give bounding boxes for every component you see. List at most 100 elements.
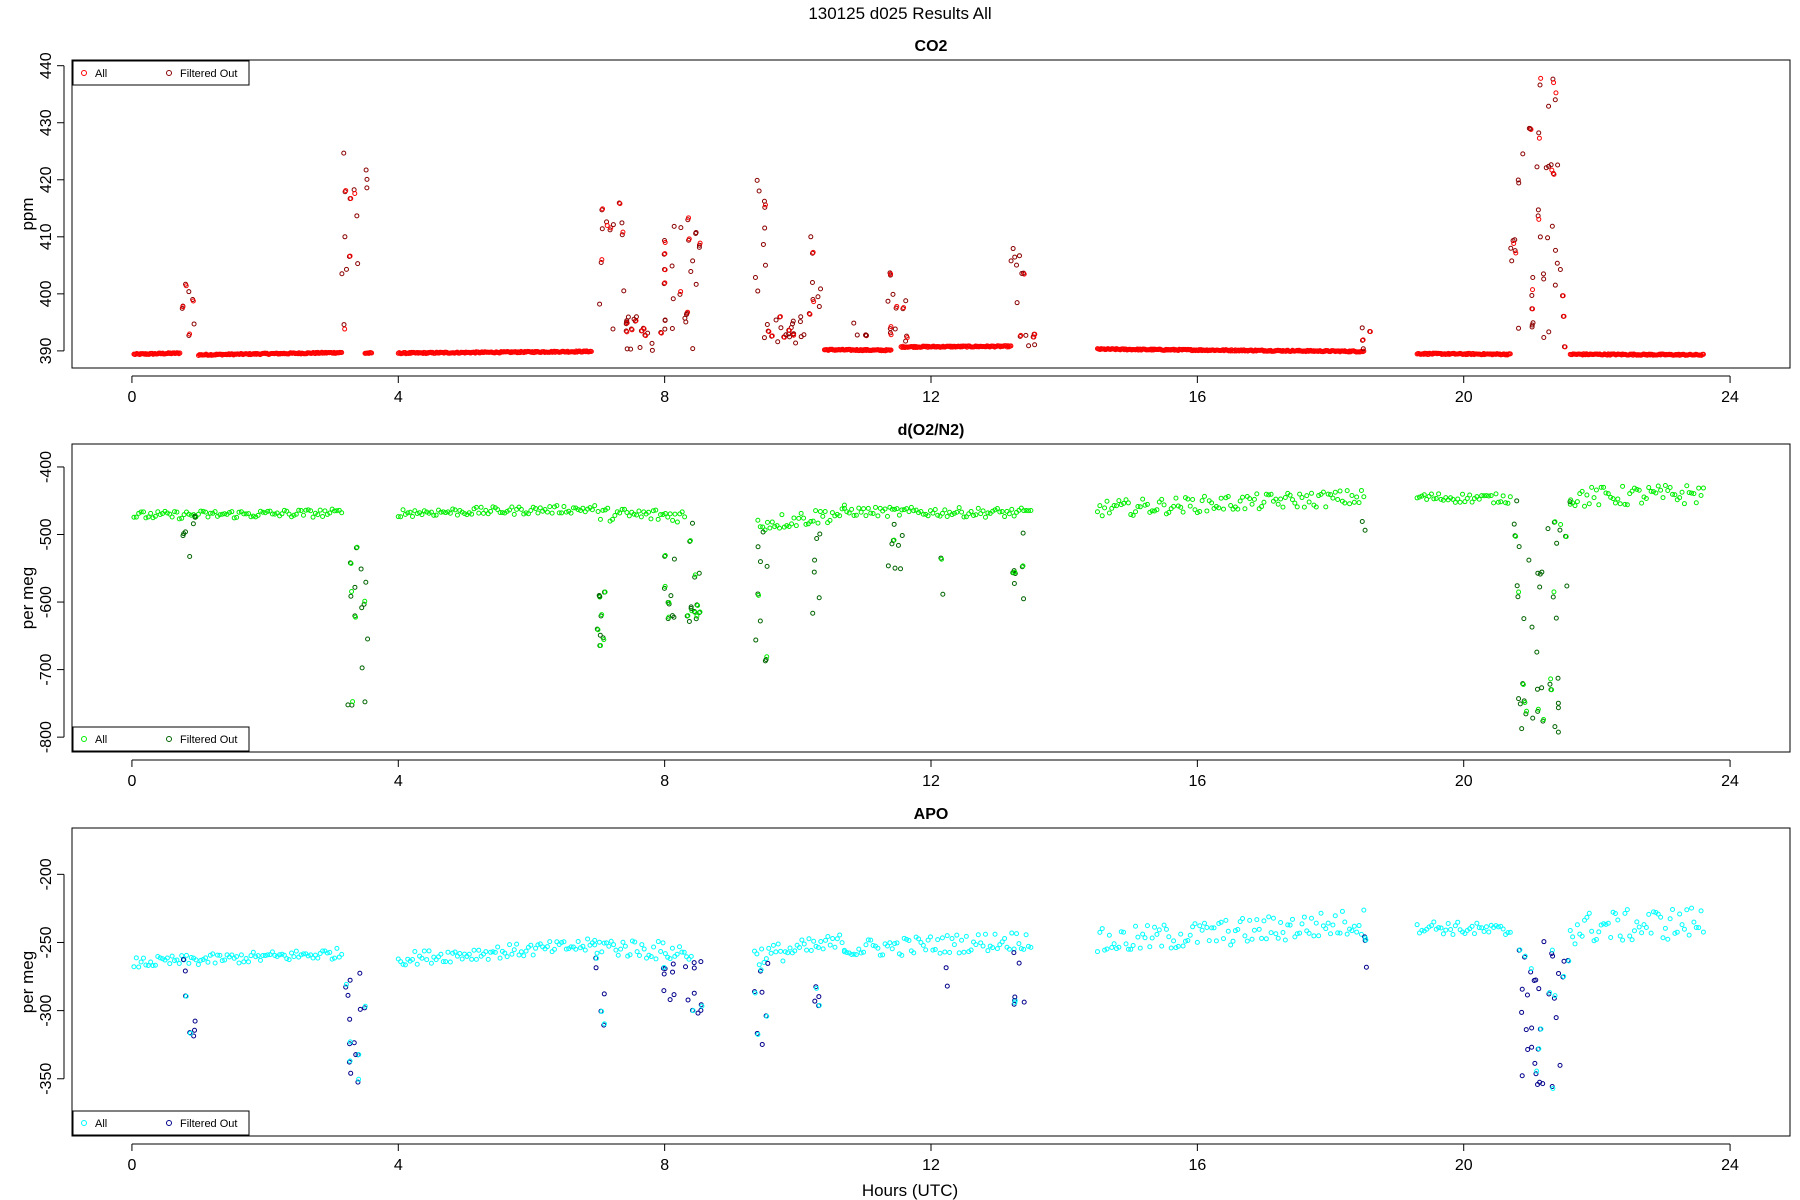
- point-all: [1586, 910, 1592, 916]
- point-all: [894, 303, 900, 309]
- point-filtered: [686, 618, 692, 624]
- point-filtered: [757, 618, 763, 624]
- point-all: [1679, 489, 1685, 495]
- point-all: [1216, 505, 1222, 511]
- point-filtered: [1537, 234, 1543, 240]
- point-all: [592, 937, 598, 943]
- point-all: [400, 507, 406, 513]
- point-all: [490, 504, 496, 510]
- point-all: [672, 511, 678, 517]
- point-all: [923, 947, 929, 953]
- point-all: [660, 511, 666, 517]
- point-all: [669, 945, 675, 951]
- point-all: [1517, 947, 1523, 953]
- point-all: [1168, 945, 1174, 951]
- point-all: [1503, 500, 1509, 506]
- point-all: [551, 946, 557, 952]
- point-all: [1309, 915, 1315, 921]
- point-all: [1643, 924, 1649, 930]
- point-all: [324, 950, 330, 956]
- point-all: [901, 507, 907, 513]
- figure-title: 130125 d025 Results All: [808, 4, 991, 23]
- point-all: [1610, 496, 1616, 502]
- point-filtered: [778, 325, 784, 331]
- point-all: [760, 524, 766, 530]
- point-all: [697, 609, 703, 615]
- point-all: [906, 938, 912, 944]
- point-all: [1528, 966, 1534, 972]
- point-all: [641, 946, 647, 952]
- point-all: [1032, 331, 1038, 337]
- point-all: [1223, 495, 1229, 501]
- point-filtered: [1519, 1073, 1525, 1079]
- point-all: [339, 349, 345, 355]
- point-all: [1631, 928, 1637, 934]
- point-filtered: [1516, 696, 1522, 702]
- point-all: [1237, 919, 1243, 925]
- point-all: [1593, 487, 1599, 493]
- point-all: [1658, 914, 1664, 920]
- point-all: [1206, 938, 1212, 944]
- point-filtered: [348, 1070, 354, 1076]
- point-all: [1358, 931, 1364, 937]
- point-filtered: [662, 317, 668, 323]
- point-all: [1242, 933, 1248, 939]
- point-all: [1660, 935, 1666, 941]
- point-all: [1249, 501, 1255, 507]
- point-all: [1486, 493, 1492, 499]
- point-all: [327, 949, 333, 955]
- point-all: [626, 513, 632, 519]
- point-all: [511, 947, 517, 953]
- point-all: [1182, 938, 1188, 944]
- point-all: [250, 513, 256, 519]
- point-filtered: [668, 593, 674, 599]
- point-filtered: [683, 964, 689, 970]
- point-all: [426, 510, 432, 516]
- point-filtered: [598, 260, 604, 266]
- point-filtered: [1546, 329, 1552, 335]
- point-all: [1316, 493, 1322, 499]
- point-all: [1552, 993, 1558, 999]
- point-all: [348, 195, 354, 201]
- point-all: [585, 936, 591, 942]
- point-all: [1498, 499, 1504, 505]
- point-all: [1455, 919, 1461, 925]
- point-all: [148, 510, 154, 516]
- point-all: [1436, 491, 1442, 497]
- point-all: [772, 524, 778, 530]
- point-all: [916, 936, 922, 942]
- point-all: [992, 931, 998, 937]
- point-filtered: [1010, 246, 1016, 252]
- point-all: [1560, 293, 1566, 299]
- point-all: [1313, 920, 1319, 926]
- point-all: [1028, 508, 1034, 514]
- point-filtered: [362, 699, 368, 705]
- point-all: [1104, 946, 1110, 952]
- point-all: [167, 511, 173, 517]
- point-all: [688, 953, 694, 959]
- y-axis-label: per meg: [18, 567, 37, 629]
- point-all: [593, 955, 599, 961]
- point-all: [200, 508, 206, 514]
- point-all: [563, 946, 569, 952]
- point-filtered: [1023, 332, 1029, 338]
- point-all: [1294, 931, 1300, 937]
- point-all: [861, 949, 867, 955]
- point-filtered: [1552, 247, 1558, 253]
- point-all: [257, 508, 263, 514]
- point-all: [1318, 910, 1324, 916]
- data-points: [131, 905, 1706, 1092]
- point-all: [426, 948, 432, 954]
- point-all: [255, 953, 261, 959]
- point-all: [1700, 485, 1706, 491]
- point-all: [1552, 519, 1558, 525]
- point-filtered: [1529, 1025, 1535, 1031]
- point-all: [1572, 941, 1578, 947]
- point-all: [1563, 534, 1569, 540]
- point-all: [589, 507, 595, 513]
- point-all: [1568, 497, 1574, 503]
- point-all: [682, 514, 688, 520]
- point-all: [888, 271, 894, 277]
- point-all: [816, 1002, 822, 1008]
- point-all: [1367, 329, 1373, 335]
